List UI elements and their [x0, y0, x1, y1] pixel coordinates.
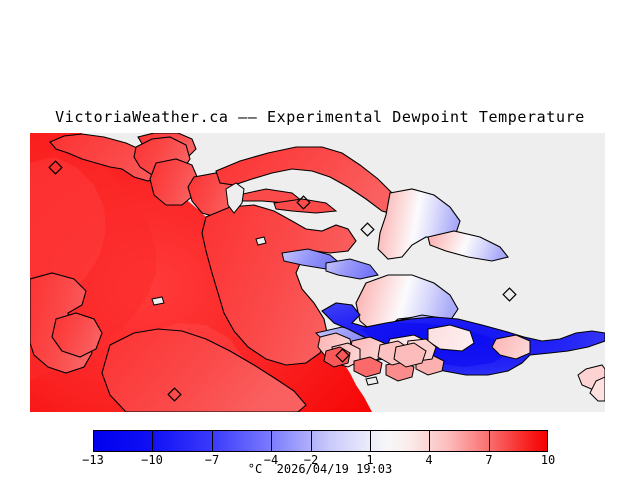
islet-south-2: [353, 356, 383, 378]
colorbar-tick: [370, 430, 371, 452]
islet-cool-2: [325, 258, 379, 280]
island-west-lobe-2: [51, 312, 103, 358]
island-south-main: [101, 328, 307, 412]
colorbar-tick-label: −2: [303, 453, 319, 467]
island-transition-north-tail: [427, 230, 509, 262]
colorbar-tick: [271, 430, 272, 452]
colorbar-tick-label: 10: [540, 453, 556, 467]
colorbar: −13 −10 −7 −4 −2 1 4 7 10: [82, 430, 555, 467]
colorbar-tick-label: 4: [425, 453, 433, 467]
colorbar-tick-label: −10: [141, 453, 163, 467]
colorbar-tick-label: 7: [485, 453, 493, 467]
island-central-inlet-4: [365, 376, 379, 386]
station-marker[interactable]: [502, 287, 517, 302]
colorbar-tick-label: −7: [204, 453, 220, 467]
island-central-inlet-1: [225, 182, 245, 214]
station-markers[interactable]: [48, 160, 517, 402]
station-marker[interactable]: [296, 195, 311, 210]
colorbar-tick: [152, 430, 153, 452]
colorbar-tick: [429, 430, 430, 452]
colorbar-tick: [489, 430, 490, 452]
colorbar-gradient: [93, 430, 548, 452]
page-title: VictoriaWeather.ca —— Experimental Dewpo…: [55, 108, 585, 126]
map-panel[interactable]: [30, 133, 605, 412]
island-central-main: [201, 204, 357, 366]
colorbar-tick-label: 1: [366, 453, 374, 467]
station-marker[interactable]: [335, 348, 350, 363]
island-transition-north: [377, 188, 461, 260]
island-central-inlet-3: [151, 296, 165, 306]
islet-sliver-2: [273, 198, 338, 214]
station-marker[interactable]: [360, 222, 375, 237]
island-central-inlet-2: [255, 236, 267, 246]
islet-isolated-pale: [393, 342, 427, 368]
colorbar-tick-label: −13: [82, 453, 104, 467]
station-marker[interactable]: [167, 387, 182, 402]
colorbar-tick: [212, 430, 213, 452]
colorbar-tick: [311, 430, 312, 452]
station-marker[interactable]: [48, 160, 63, 175]
islet-lower-right-pale-2: [589, 376, 605, 402]
island-upper-mid-2: [149, 158, 199, 206]
islet-pink-6: [491, 334, 531, 360]
colorbar-caption: °C 2026/04/19 19:03: [247, 462, 393, 476]
colorbar-tick-label: −4: [263, 453, 279, 467]
dewpoint-temperature-map[interactable]: [30, 133, 605, 412]
